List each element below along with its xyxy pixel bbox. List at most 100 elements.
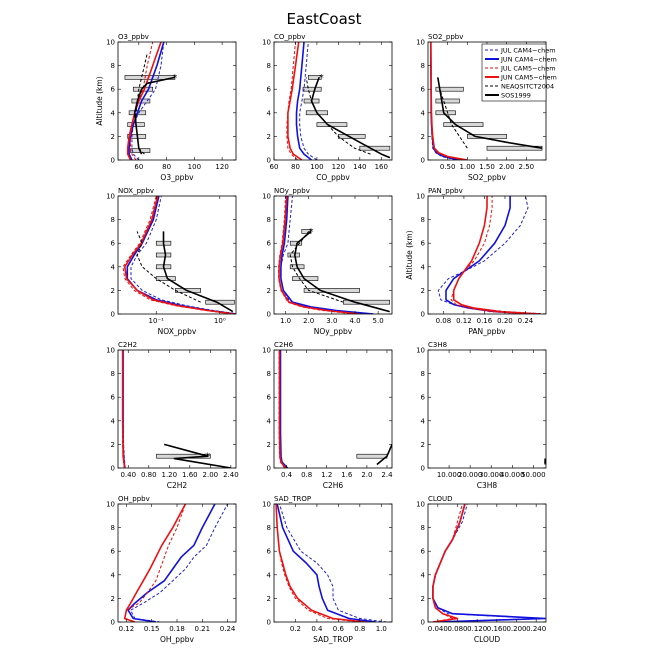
series-sos1999 xyxy=(133,76,176,155)
y-tick-label: 8 xyxy=(111,524,115,532)
panel-title: O3_ppbv xyxy=(118,33,149,41)
plot-frame xyxy=(427,195,547,315)
y-tick-label: 8 xyxy=(111,62,115,70)
x-tick-label: 0.160 xyxy=(487,625,507,633)
x-tick-label: 60 xyxy=(134,163,143,171)
series-jun-cam5-chem xyxy=(430,42,468,160)
y-tick-label: 8 xyxy=(111,216,115,224)
plot-frame xyxy=(117,41,237,161)
y-tick-label: 6 xyxy=(267,548,272,556)
y-tick-label: 8 xyxy=(421,370,425,378)
series-jun-cam5-chem xyxy=(278,350,287,468)
range-bar-1 xyxy=(356,453,388,459)
panel-10: 0 2 4 6 8 10 0.12 0.15 0.18 0.21 0.24 OH_ppbv OH_ppb… xyxy=(106,495,237,644)
legend-label: JUN CAM4−chem xyxy=(500,56,557,64)
x-axis-label: C2H2 xyxy=(167,481,188,490)
range-bar-7 xyxy=(301,229,312,234)
y-tick-label: 4 xyxy=(111,263,116,271)
y-tick-label: 4 xyxy=(421,109,426,117)
x-tick-label: 50.000 xyxy=(521,471,546,479)
x-tick-label: 0.080 xyxy=(447,625,467,633)
x-axis-label: CLOUD xyxy=(474,635,501,644)
y-tick-label: 0 xyxy=(421,619,425,627)
panel-title: C3H8 xyxy=(428,341,447,349)
x-tick-label: 0.15 xyxy=(144,625,160,633)
y-tick-label: 4 xyxy=(111,571,116,579)
panel-title: C2H2 xyxy=(118,341,137,349)
x-tick-label: 1.20 xyxy=(162,471,178,479)
range-bar-7 xyxy=(308,75,322,80)
y-tick-label: 10 xyxy=(106,193,115,201)
series-jun-cam5-chem xyxy=(287,42,303,160)
plot-frame xyxy=(117,349,237,469)
y-tick-label: 10 xyxy=(106,347,115,355)
y-tick-label: 10 xyxy=(262,347,271,355)
y-tick-label: 2 xyxy=(421,287,425,295)
y-tick-label: 8 xyxy=(421,62,425,70)
y-tick-label: 10 xyxy=(416,501,425,509)
panel-title: PAN_ppbv xyxy=(428,187,463,195)
series-neaqsitct2004 xyxy=(439,89,468,149)
series-jun-cam5-chem xyxy=(452,196,541,314)
range-bar-5 xyxy=(155,252,172,258)
x-axis-label: C2H6 xyxy=(323,481,344,490)
x-tick-label: 0.200 xyxy=(506,625,526,633)
series-jul-cam4-chem xyxy=(432,504,542,622)
series-jun-cam4-chem xyxy=(280,196,374,314)
legend-box xyxy=(481,43,547,102)
x-tick-label: 80 xyxy=(291,163,300,171)
x-tick-label: 20.000 xyxy=(458,471,483,479)
series-jun-cam4-chem xyxy=(432,504,546,622)
x-tick-label: 1.0 xyxy=(280,317,291,325)
y-tick-label: 6 xyxy=(421,394,426,402)
series-sos1999 xyxy=(162,231,234,313)
range-bar-1 xyxy=(359,145,391,151)
y-tick-label: 2 xyxy=(421,441,425,449)
y-tick-label: 6 xyxy=(111,394,116,402)
panel-title: C2H6 xyxy=(274,341,294,349)
x-tick-label: 2.4 xyxy=(381,471,393,479)
panel-8: 0 2 4 6 8 10 0.4 0.8 1.2 1.6 2.0 2.4 C2H6 C2H6 xyxy=(262,341,393,490)
x-axis-label: SO2_ppbv xyxy=(468,173,506,182)
y-tick-label: 4 xyxy=(267,417,272,425)
y-tick-label: 2 xyxy=(267,441,271,449)
series-sos1999 xyxy=(376,444,392,466)
series-jun-cam4-chem xyxy=(127,504,216,622)
x-tick-label: 0.40 xyxy=(120,471,136,479)
x-tick-label: 140 xyxy=(353,163,366,171)
panel-11: 0 2 4 6 8 10 0.2 0.4 0.6 0.8 1.0 SAD_TROP SAD_TROP xyxy=(262,495,393,644)
panel-3: 0 2 4 6 8 10 0.50 1.00 1.50 2.00 2.50 SO2_ppbv SO2_p… xyxy=(416,33,547,182)
x-tick-label: 3.0 xyxy=(326,317,337,325)
panel-4: 0 2 4 6 8 10 10⁻¹ 10⁰ NOX_ppbv NOX_ppbv xyxy=(106,187,237,336)
x-axis-label: SAD_TROP xyxy=(313,635,353,644)
x-tick-label: 0.4 xyxy=(311,625,323,633)
x-tick-label: 1.6 xyxy=(341,471,353,479)
series-neaqsitct2004 xyxy=(289,231,344,303)
x-tick-label: 0.6 xyxy=(333,625,345,633)
x-tick-label: 40.000 xyxy=(500,471,525,479)
series-jun-cam5-chem xyxy=(278,196,360,314)
plot-frame xyxy=(117,195,237,315)
series-jun-cam5-chem xyxy=(121,350,126,468)
y-tick-label: 8 xyxy=(267,62,271,70)
x-tick-label: 2.40 xyxy=(223,471,239,479)
series-jul-cam4-chem xyxy=(130,196,236,314)
x-tick-label: 0.08 xyxy=(436,317,452,325)
x-tick-label: 100 xyxy=(188,163,201,171)
y-tick-label: 0 xyxy=(267,157,271,165)
y-tick-label: 0 xyxy=(267,619,271,627)
y-tick-label: 0 xyxy=(421,311,425,319)
x-tick-label: 0.24 xyxy=(220,625,236,633)
x-tick-label: 0.18 xyxy=(169,625,185,633)
x-axis-label: NOX_ppbv xyxy=(158,327,197,336)
y-tick-label: 2 xyxy=(111,133,115,141)
x-axis-label: O3_ppbv xyxy=(160,173,194,182)
y-tick-label: 6 xyxy=(421,86,426,94)
y-tick-label: 4 xyxy=(111,109,116,117)
x-tick-label: 2.00 xyxy=(203,471,219,479)
x-tick-label: 0.4 xyxy=(281,471,293,479)
x-tick-label: 0.50 xyxy=(440,163,456,171)
panel-title: SAD_TROP xyxy=(274,495,311,503)
range-bar-3 xyxy=(316,122,348,127)
